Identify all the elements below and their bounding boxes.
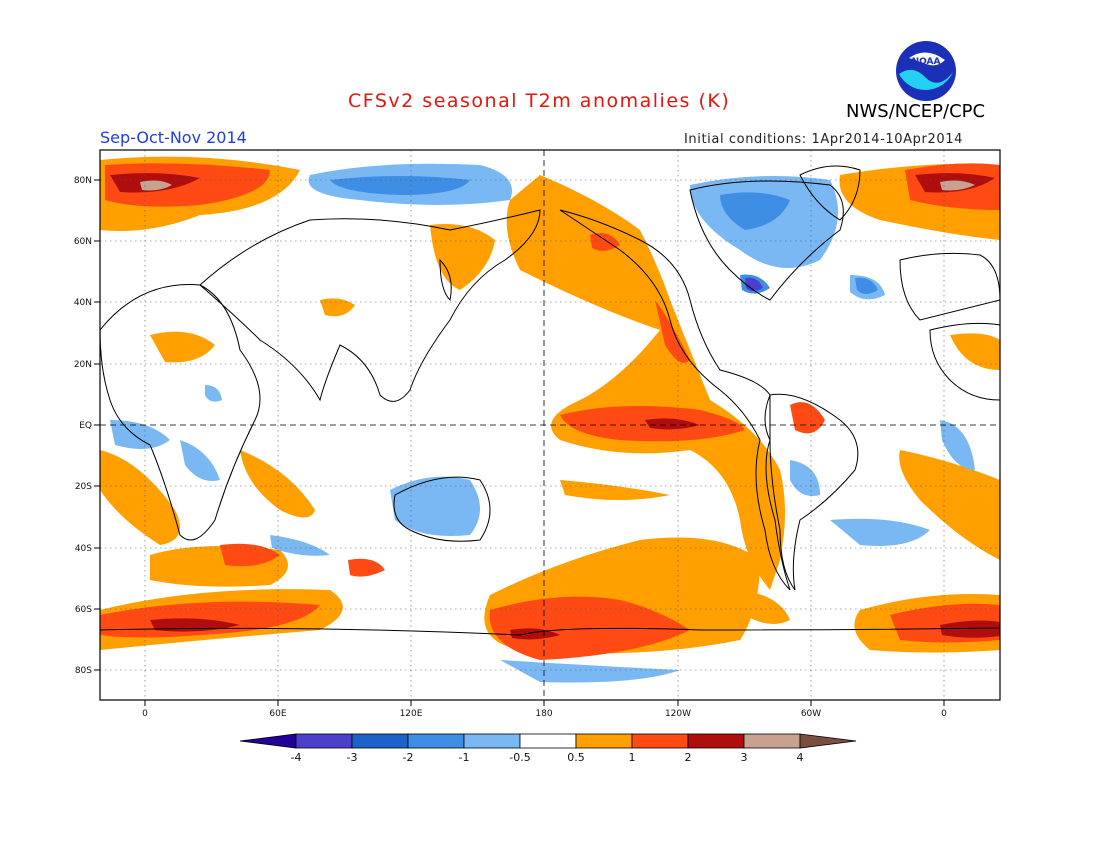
lat-label-40n: 40N [74, 298, 92, 308]
colorbar-label-0: -4 [291, 751, 302, 764]
lat-label-40s: 40S [75, 544, 92, 554]
coastlines [100, 165, 1000, 636]
lat-label-60n: 60N [74, 237, 92, 247]
colorbar-swatch-7 [631, 733, 689, 749]
logo-text: NOAA [912, 57, 941, 67]
colorbar-label-6: 1 [629, 751, 636, 764]
colorbar-swatch-6 [575, 733, 633, 749]
lon-label-0: 0 [142, 709, 148, 719]
colorbar-swatch-3 [407, 733, 465, 749]
lon-label-120e: 120E [400, 709, 423, 719]
colorbar: -4 -3 -2 -1 -0.5 0.5 1 2 3 4 [239, 733, 857, 764]
lat-label-eq: EQ [79, 421, 92, 431]
lon-label-180: 180 [535, 709, 552, 719]
lon-label-60e: 60E [269, 709, 286, 719]
colorbar-label-8: 3 [741, 751, 748, 764]
initial-conditions-label: Initial conditions: 1Apr2014-10Apr2014 [684, 132, 963, 147]
colorbar-swatch-5 [519, 733, 577, 749]
map-title: CFSv2 seasonal T2m anomalies (K) [348, 90, 731, 112]
lat-label-20n: 20N [74, 360, 92, 370]
colorbar-swatch-4 [463, 733, 521, 749]
colorbar-swatch-9 [743, 733, 801, 749]
organization-label: NWS/NCEP/CPC [846, 101, 986, 122]
colorbar-swatch-0 [239, 733, 297, 749]
colorbar-label-5: 0.5 [567, 751, 585, 764]
lon-label-0-east: 0 [941, 709, 947, 719]
season-label: Sep-Oct-Nov 2014 [100, 128, 247, 147]
colorbar-label-7: 2 [685, 751, 692, 764]
colorbar-swatch-2 [351, 733, 409, 749]
noaa-logo: NOAA [896, 41, 956, 101]
lat-label-80n: 80N [74, 176, 92, 186]
colorbar-label-9: 4 [797, 751, 804, 764]
lat-label-60s: 60S [75, 605, 92, 615]
colorbar-swatch-10 [799, 733, 857, 749]
colorbar-label-4: -0.5 [509, 751, 530, 764]
lat-label-20s: 20S [75, 482, 92, 492]
colorbar-swatch-8 [687, 733, 745, 749]
colorbar-label-3: -1 [459, 751, 470, 764]
colorbar-swatch-1 [295, 733, 353, 749]
colorbar-label-2: -2 [403, 751, 414, 764]
lon-label-60w: 60W [801, 709, 821, 719]
colorbar-label-1: -3 [347, 751, 358, 764]
lat-label-80s: 80S [75, 666, 92, 676]
anomaly-fields [100, 156, 1000, 683]
lon-label-120w: 120W [665, 709, 691, 719]
